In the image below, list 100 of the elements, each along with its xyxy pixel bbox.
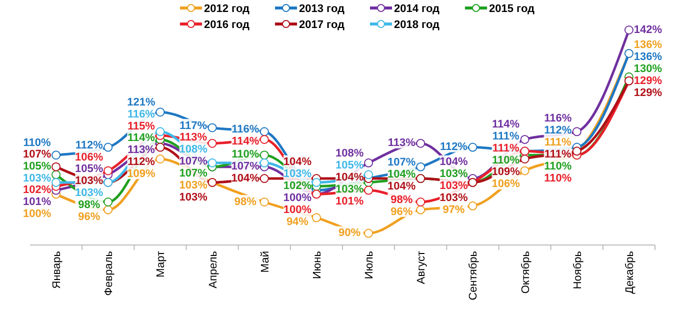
data-label: 107%	[388, 156, 416, 168]
data-label: 113%	[180, 132, 208, 144]
data-label: 103%	[75, 187, 104, 200]
data-label: 102%	[22, 184, 52, 196]
point	[156, 127, 165, 136]
point	[572, 127, 582, 136]
data-label: 103%	[440, 168, 468, 180]
data-label: 104%	[388, 168, 416, 180]
x-tick-label: Август	[416, 251, 428, 284]
data-label: 113%	[127, 144, 156, 156]
point	[364, 170, 374, 180]
data-label: 142%	[634, 24, 662, 36]
point	[208, 158, 217, 168]
data-label: 107%	[231, 160, 260, 173]
data-label: 101%	[22, 196, 52, 208]
point	[260, 127, 269, 136]
data-label: 121%	[127, 96, 156, 109]
point	[52, 170, 61, 180]
data-label: 110%	[232, 148, 260, 161]
data-label: 98%	[234, 196, 257, 208]
data-label: 111%	[544, 136, 572, 148]
point	[260, 158, 269, 168]
data-label: 136%	[634, 50, 662, 63]
data-label: 103%	[179, 192, 208, 204]
data-label: 110%	[492, 154, 520, 166]
data-label: 112%	[127, 156, 156, 168]
data-label: 107%	[179, 168, 208, 180]
point	[312, 178, 321, 187]
legend-label: 2016 год	[204, 18, 250, 31]
data-label: 96%	[78, 211, 100, 224]
point	[364, 186, 374, 195]
data-label: 105%	[75, 163, 104, 176]
data-label: 112%	[544, 124, 572, 136]
data-label: 110%	[544, 160, 572, 172]
data-label: 103%	[283, 168, 312, 180]
data-label: 108%	[335, 148, 364, 160]
point	[104, 198, 113, 206]
data-label: 100%	[283, 204, 312, 216]
point	[624, 26, 634, 34]
x-tick-label: Май	[259, 251, 272, 273]
data-label: 110%	[23, 136, 52, 149]
point	[208, 138, 217, 148]
data-label: 103%	[179, 180, 208, 192]
data-label: 97%	[442, 204, 465, 216]
x-tick-label: Февраль	[103, 250, 116, 296]
data-label: 105%	[335, 160, 364, 172]
point	[104, 166, 113, 176]
data-label: 104%	[283, 156, 312, 168]
data-label: 114%	[492, 118, 520, 130]
point	[156, 108, 165, 117]
legend-label: 2015 год	[489, 2, 535, 15]
point	[312, 213, 321, 222]
x-tick-label: Декабрь	[624, 250, 636, 294]
point	[260, 150, 269, 160]
point	[520, 134, 530, 144]
data-label: 103%	[335, 184, 364, 196]
data-label: 103%	[75, 175, 104, 188]
point	[52, 162, 61, 172]
data-label: 103%	[22, 172, 52, 184]
point	[416, 138, 426, 148]
x-tick-label: Январь	[51, 250, 64, 289]
data-label: 106%	[75, 151, 104, 164]
data-label: 112%	[75, 139, 104, 152]
data-label: 104%	[335, 172, 364, 184]
point	[52, 178, 61, 187]
point	[104, 205, 113, 214]
point	[520, 166, 530, 176]
data-label: 101%	[335, 196, 364, 208]
point	[260, 174, 269, 184]
x-tick-label: Апрель	[207, 250, 220, 288]
data-label: 129%	[634, 74, 662, 87]
data-label: 110%	[544, 172, 572, 184]
point	[364, 228, 374, 238]
point	[416, 205, 426, 214]
x-tick-label: Ноябрь	[572, 250, 584, 290]
data-label: 106%	[492, 178, 520, 190]
point	[468, 142, 478, 152]
data-label: 109%	[492, 166, 520, 178]
legend-label: 2012 год	[204, 2, 250, 15]
data-label: 96%	[390, 206, 413, 218]
legend-label: 2018 год	[394, 18, 440, 31]
data-label: 109%	[127, 168, 156, 180]
data-label: 103%	[440, 192, 468, 204]
data-label: 100%	[283, 192, 312, 204]
data-label: 104%	[440, 156, 468, 168]
data-label: 112%	[440, 141, 468, 154]
data-label: 107%	[179, 156, 208, 168]
point	[260, 198, 269, 206]
point	[416, 162, 426, 172]
legend-label: 2017 год	[299, 18, 345, 31]
data-label: 130%	[634, 62, 662, 75]
data-label: 107%	[22, 148, 52, 161]
data-label: 104%	[388, 180, 416, 192]
data-label: 116%	[127, 108, 156, 120]
data-label: 100%	[22, 208, 52, 220]
x-tick-label: Июль	[364, 250, 376, 280]
data-label: 114%	[127, 132, 156, 144]
data-label: 104%	[231, 172, 260, 185]
data-label: 113%	[388, 137, 416, 150]
point	[468, 201, 478, 210]
